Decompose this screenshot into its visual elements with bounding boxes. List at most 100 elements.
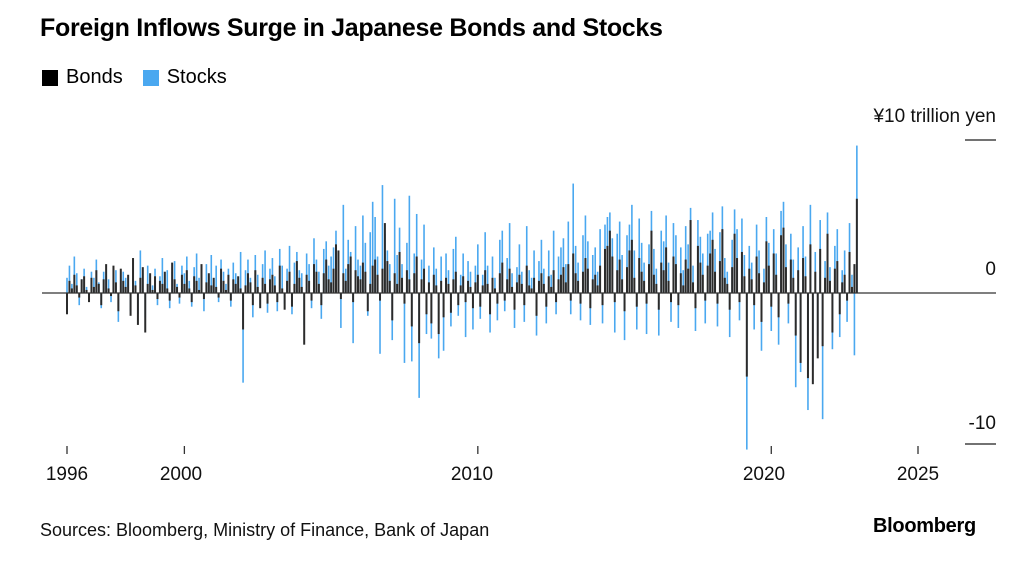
x-label-2000: 2000 [159, 464, 203, 485]
bar-stocks [706, 233, 709, 293]
bar-stocks [173, 261, 176, 293]
bar-bonds [474, 282, 477, 293]
bar-bonds [132, 258, 135, 293]
bar-bonds [784, 267, 787, 293]
bar-bonds [222, 280, 225, 293]
bar-bonds [572, 253, 575, 293]
bar-stocks [340, 293, 342, 328]
bar-bonds [476, 274, 479, 293]
bar-bonds [185, 270, 188, 293]
bar-stocks [107, 279, 110, 293]
bar-stocks [591, 255, 594, 293]
y-label-zero: 0 [985, 259, 996, 280]
bar-bonds [454, 271, 457, 293]
bar-stocks [411, 293, 413, 362]
bar-stocks [225, 283, 227, 293]
bar-stocks [538, 261, 540, 293]
bar-stocks [308, 264, 310, 293]
bar-bonds [765, 241, 768, 293]
bar-stocks [75, 273, 78, 293]
bar-bonds [75, 285, 78, 293]
bar-bonds [220, 268, 223, 293]
bar-bonds [183, 283, 186, 293]
bar-bonds [528, 285, 531, 293]
bar-bonds [383, 223, 386, 293]
bar-bonds [70, 288, 73, 293]
bar-stocks [239, 251, 242, 293]
bar-bonds [643, 280, 646, 293]
bar-bonds [286, 280, 289, 293]
bar-bonds [379, 293, 382, 301]
bar-stocks [110, 293, 112, 303]
bar-bonds [706, 265, 709, 293]
bar-stocks [281, 265, 283, 293]
bar-stocks [618, 221, 621, 293]
bar-stocks [692, 265, 694, 293]
bar-bonds [750, 279, 753, 293]
bar-bonds [330, 282, 333, 293]
bar-bonds [760, 293, 763, 322]
bar-bonds [770, 293, 773, 307]
bar-bonds [256, 286, 259, 293]
bar-stocks [528, 270, 530, 293]
bar-bonds [112, 265, 115, 293]
bar-bonds [635, 293, 638, 307]
bar-stocks [256, 274, 259, 293]
bar-stocks [550, 274, 552, 293]
bar-bonds [655, 283, 658, 293]
bar-bonds [645, 293, 648, 304]
bar-stocks [293, 262, 296, 293]
bar-bonds [388, 280, 391, 293]
bar-bonds [469, 286, 472, 293]
bar-bonds [202, 293, 205, 300]
bar-stocks [731, 239, 733, 293]
bar-bonds [342, 273, 345, 293]
bar-stocks [469, 271, 472, 293]
bar-stocks [66, 277, 68, 293]
bar-bonds [594, 274, 597, 293]
bar-stocks [396, 255, 398, 293]
bar-bonds [139, 277, 142, 293]
bar-bonds [652, 274, 655, 293]
bar-bonds [674, 264, 677, 293]
bar-bonds [420, 279, 423, 293]
bar-bonds [334, 244, 337, 293]
bar-stocks [657, 293, 660, 336]
bar-bonds [198, 289, 201, 293]
legend-swatch-bonds [42, 69, 58, 86]
x-ticks [66, 446, 919, 454]
bar-stocks [579, 293, 582, 321]
bar-bonds [398, 251, 401, 293]
bar-stocks [521, 271, 523, 293]
bar-bonds [581, 271, 584, 293]
bar-bonds [777, 293, 780, 318]
bar-stocks [587, 241, 589, 293]
bar-stocks [525, 226, 528, 293]
bar-bonds [200, 264, 203, 293]
bar-stocks [320, 293, 323, 319]
bar-stocks [584, 215, 587, 293]
bar-bonds [312, 264, 315, 293]
bar-bonds [684, 259, 687, 293]
bar-stocks [274, 276, 276, 293]
bar-bonds [601, 293, 604, 306]
bar-bonds [471, 293, 474, 309]
bar-bonds [711, 239, 714, 293]
source-note: Sources: Bloomberg, Ministry of Finance,… [40, 520, 490, 540]
bar-stocks [596, 271, 599, 293]
bar-stocks [442, 293, 445, 351]
bar-stocks [516, 267, 518, 293]
bar-bonds [278, 265, 281, 293]
bar-stocks [244, 270, 247, 293]
bar-stocks [640, 242, 643, 293]
bar-stocks [330, 256, 332, 293]
bar-bonds [694, 293, 697, 309]
bar-bonds [564, 282, 567, 293]
bar-stocks [753, 293, 755, 330]
bar-bonds [163, 271, 166, 293]
bar-bonds [337, 250, 340, 293]
bar-bonds [295, 261, 298, 293]
bar-bonds [782, 227, 785, 293]
bar-bonds [696, 245, 699, 293]
